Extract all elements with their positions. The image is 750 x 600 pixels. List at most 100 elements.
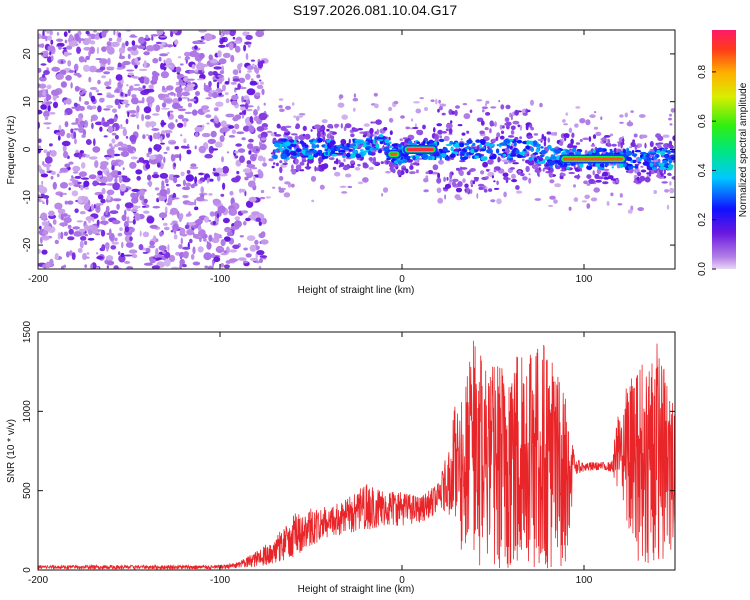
spectrogram-blob xyxy=(567,143,574,149)
spectrogram-blob xyxy=(208,80,212,88)
spectrogram-blob xyxy=(657,144,662,149)
spectrogram-blob xyxy=(99,66,106,71)
spectrogram-blob xyxy=(362,177,369,183)
spectrogram-blob xyxy=(39,76,47,82)
spectrogram-blob xyxy=(135,111,139,119)
spectrogram-blob xyxy=(139,195,145,201)
spectrogram-blob xyxy=(644,142,647,149)
spectrogram-blob xyxy=(439,103,447,107)
spectrogram-blob xyxy=(489,128,492,134)
spectrogram-blob xyxy=(148,245,156,249)
spectrogram-blob xyxy=(437,172,441,179)
spectrogram-blob xyxy=(220,120,227,128)
spectrogram-blob xyxy=(482,146,486,149)
snr-y-tick-label: 1500 xyxy=(22,320,33,343)
spectrogram-blob xyxy=(224,36,228,43)
spectrogram-blob xyxy=(586,183,591,186)
spectrogram-blob xyxy=(445,143,453,147)
spectrogram-blob xyxy=(158,56,162,62)
spectrogram-blob xyxy=(219,127,228,134)
spectrogram-blob xyxy=(73,179,79,185)
spectrogram-blob xyxy=(64,121,69,128)
spectrogram-blob xyxy=(540,146,544,149)
spectrogram-blob xyxy=(522,112,528,116)
spectrogram-blob xyxy=(416,141,421,145)
spectrogram-blob xyxy=(79,38,85,41)
spectrogram-blob xyxy=(204,153,213,159)
spectrogram-blob xyxy=(231,129,236,135)
spectrogram-blob xyxy=(488,188,493,192)
spectrogram-blob xyxy=(149,135,153,142)
spectrogram-blob xyxy=(515,185,520,190)
spectrogram-blob xyxy=(664,189,670,193)
spectrogram-blob xyxy=(70,82,73,89)
spectrogram-blob xyxy=(119,52,122,59)
snr-x-tick-label: -100 xyxy=(210,575,230,586)
snr-y-tick-label: 0 xyxy=(22,567,33,573)
spectrogram-blob xyxy=(40,63,47,66)
spectrogram-blob xyxy=(224,81,230,85)
spectrogram-blob xyxy=(215,247,225,250)
spectrogram-blob xyxy=(219,135,225,143)
spectrogram-blob xyxy=(109,210,119,215)
spectrogram-blob xyxy=(639,175,646,182)
spectrogram-blob xyxy=(606,201,610,206)
spectrogram-blob xyxy=(509,154,517,157)
spectrogram-blob xyxy=(482,109,485,113)
spectrogram-blob xyxy=(195,218,203,225)
spectrogram-blob xyxy=(496,180,499,185)
spectrogram-blob xyxy=(79,150,85,154)
spectrogram-blob xyxy=(295,158,299,165)
spectrogram-blob xyxy=(480,148,486,152)
spectrogram-blob xyxy=(147,174,152,181)
spectrogram-hot-segment-core xyxy=(563,157,624,161)
spectrogram-blob xyxy=(141,97,145,104)
spectrogram-blob xyxy=(85,154,90,158)
spectrogram-blob xyxy=(159,97,164,100)
spectrogram-blob xyxy=(145,247,151,254)
spectrogram-blob xyxy=(311,144,317,149)
spectrogram-blob xyxy=(254,153,258,158)
spectrogram-blob xyxy=(327,142,330,148)
spectrogram-blob xyxy=(463,113,471,120)
spectrogram-blob xyxy=(149,258,154,262)
spectrogram-blob xyxy=(493,187,500,190)
spectrogram-blob xyxy=(122,60,131,66)
spectrogram-blob xyxy=(653,190,657,194)
spectrogram-blob xyxy=(517,170,522,173)
spectrogram-blob xyxy=(294,135,299,142)
spectrogram-blob xyxy=(125,241,134,248)
spectrogram-blob xyxy=(67,214,71,218)
spectrogram-blob xyxy=(634,146,638,150)
spectrogram-blob xyxy=(220,252,228,256)
spectrogram-blob xyxy=(602,171,609,177)
spectrogram-blob xyxy=(118,47,126,54)
spectrogram-blob xyxy=(148,121,157,127)
spectrogram-blob xyxy=(103,71,111,75)
spectrogram-blob xyxy=(349,154,355,159)
spectrogram-blob xyxy=(407,140,413,145)
spectrogram-blob xyxy=(118,251,121,256)
spectrogram-blob xyxy=(126,266,134,269)
spectrogram-blob xyxy=(634,149,642,153)
spectrogram-blob xyxy=(284,181,291,185)
spectrogram-blob xyxy=(656,174,661,178)
spectrogram-blob xyxy=(113,265,119,269)
spectrogram-blob xyxy=(638,114,646,118)
spectrogram-blob xyxy=(127,46,133,52)
spectrogram-blob xyxy=(244,172,252,176)
spectrogram-blob xyxy=(110,41,120,48)
spectrogram-blob xyxy=(205,114,212,118)
spectrogram-blob xyxy=(343,158,346,162)
spectrogram-blob xyxy=(64,200,69,205)
spectrogram-blob xyxy=(519,124,523,131)
spectrogram-blob xyxy=(337,152,344,155)
spectrogram-blob xyxy=(190,163,197,168)
colorbar-label: Normalized spectral amplitude xyxy=(738,82,749,217)
spectrogram-blob xyxy=(105,105,114,109)
spectrogram-blob xyxy=(668,117,672,121)
spectrogram-blob xyxy=(57,135,61,141)
spectrogram-blob xyxy=(485,112,491,116)
spectrogram-blob xyxy=(332,166,337,170)
spectrogram-blob xyxy=(166,146,170,151)
